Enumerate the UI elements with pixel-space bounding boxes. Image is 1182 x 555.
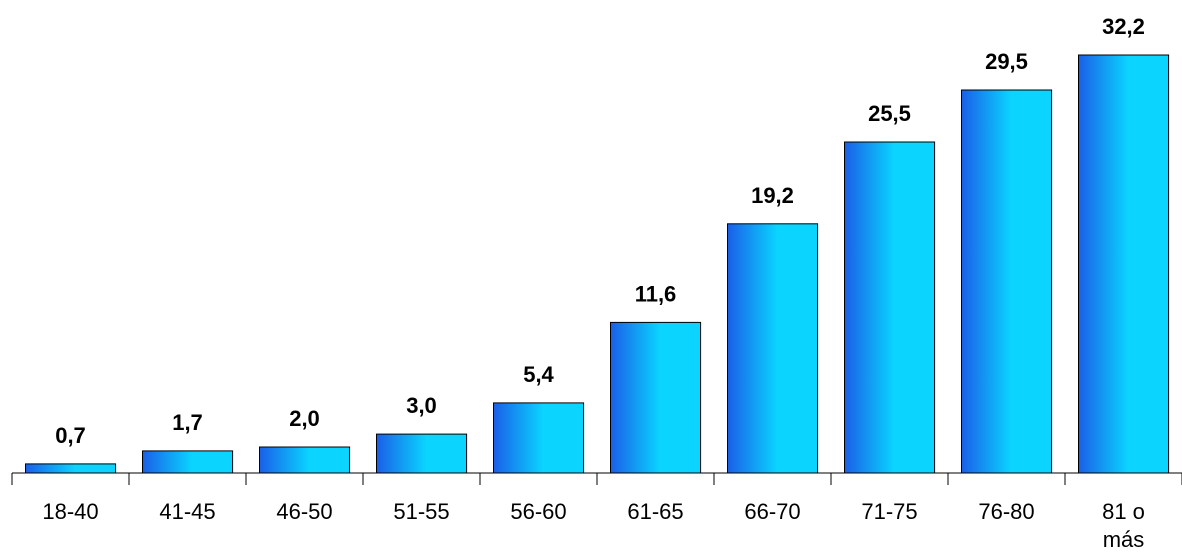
value-label: 5,4: [523, 362, 554, 387]
bar-76-80: [961, 89, 1053, 474]
bar-41-45: [142, 450, 234, 474]
x-tick-label: 71-75: [861, 499, 917, 524]
bar-56-60: [493, 402, 585, 474]
bar-46-50: [259, 446, 351, 474]
value-label: 11,6: [635, 281, 677, 306]
bar-81-o-más: [1078, 54, 1170, 474]
x-tick-label: 51-55: [393, 499, 449, 524]
bars-group: [25, 54, 1170, 474]
x-tick-label: 81 o más: [1102, 499, 1145, 552]
x-tick-label: 66-70: [744, 499, 800, 524]
x-tick-label: 46-50: [276, 499, 332, 524]
value-label: 29,5: [985, 49, 1028, 74]
bar-51-55: [376, 433, 468, 474]
x-tick-label: 61-65: [627, 499, 683, 524]
value-label: 25,5: [868, 101, 911, 126]
x-tick-label: 18-40: [42, 499, 98, 524]
value-label: 32,2: [1102, 14, 1145, 39]
x-tick-label: 56-60: [510, 499, 566, 524]
x-tick-labels-group: 18-40 41-45 46-50 51-55 56-60 61-65 66-70 71-75…: [42, 499, 1145, 552]
bar-66-70: [727, 223, 819, 474]
value-label: 2,0: [289, 406, 320, 431]
value-label: 19,2: [751, 183, 794, 208]
x-tick-label: 41-45: [159, 499, 215, 524]
value-label: 1,7: [172, 410, 203, 435]
x-tick-label: 76-80: [978, 499, 1034, 524]
bar-71-75: [844, 141, 936, 474]
value-label: 0,7: [55, 423, 86, 448]
bar-18-40: [25, 463, 117, 474]
x-axis: [11, 472, 1182, 485]
value-label: 3,0: [406, 393, 437, 418]
bar-61-65: [610, 321, 702, 474]
value-labels-group: 0,7 1,7 2,0 3,0 5,4 11,6 19,2 25,5 29,5 32,2: [55, 14, 1145, 448]
